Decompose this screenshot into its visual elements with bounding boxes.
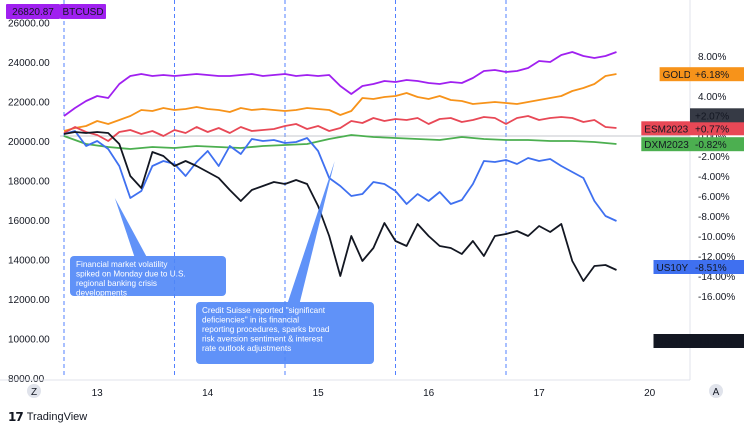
- corner-z-button[interactable]: Z: [27, 384, 41, 398]
- price-value: 26820.87: [12, 7, 54, 18]
- annotation-text-line: Credit Suisse reported "significant: [202, 306, 326, 315]
- corner-a-circle: [709, 384, 723, 398]
- right-axis-tick-label: 8.00%: [698, 52, 726, 63]
- right-axis-tick-label: -4.00%: [698, 172, 730, 183]
- series-value-text: -13.45%: [695, 337, 732, 348]
- tradingview-logo[interactable]: 17 TradingView: [8, 410, 87, 424]
- series-value-text: +0.77%: [695, 124, 729, 135]
- series-name-tag: [653, 334, 690, 348]
- x-axis-tick-label: 15: [313, 388, 325, 399]
- series-name-text: DXM2023: [644, 140, 689, 151]
- left-price-axis: 26000.00 24000.00 22000.00 20000.00 18000.00…: [8, 19, 50, 386]
- symbol-header[interactable]: 26820.87 BTCUSD: [6, 4, 106, 19]
- annotation-box: [70, 256, 226, 296]
- series-line-esm2023: [63, 115, 617, 142]
- left-axis-tick-label: 20000.00: [8, 137, 50, 148]
- series-line-usoil: [63, 131, 617, 282]
- extra-value-label: +2.07%: [690, 108, 744, 123]
- right-percent-axis: 8.00%6.00%4.00%2.00%0.00%-2.00%-4.00%-6.…: [689, 0, 735, 380]
- series-name-text: USOIL: [657, 337, 687, 348]
- series-value-text: -8.51%: [695, 263, 727, 274]
- series-value-tag: [690, 334, 744, 348]
- series-name-tag: [641, 137, 690, 152]
- series-value-text: +6.18%: [695, 70, 729, 81]
- right-axis-tick-label: -14.00%: [698, 272, 735, 283]
- footer-bar: 17 TradingView: [0, 402, 750, 430]
- session-separators: [63, 0, 507, 378]
- annotation-text-line: reporting procedures, sparks broad: [202, 325, 330, 334]
- right-axis-tick-label: -16.00%: [698, 292, 735, 303]
- left-axis-tick-label: 10000.00: [8, 335, 50, 346]
- series-value-label-dxm2023: DXM2023 -0.82%: [641, 137, 744, 152]
- series-line-us10y: [63, 130, 617, 222]
- series-value-tag: [690, 67, 744, 82]
- series-name-text: GOLD: [663, 70, 691, 81]
- corner-a-button[interactable]: A: [709, 384, 723, 398]
- extra-value-tag: [690, 108, 744, 123]
- left-axis-tick-label: 12000.00: [8, 295, 50, 306]
- series-line-btcusd: [63, 51, 617, 117]
- extra-value-text: +2.07%: [695, 111, 729, 122]
- x-axis-tick-label: 16: [423, 388, 435, 399]
- right-axis-tick-label: -2.00%: [698, 152, 730, 163]
- series-lines: [63, 51, 617, 282]
- series-value-labels: GOLD +6.18% ESM2023 +0.77% DXM2023 -0.82% US10…: [641, 67, 744, 348]
- annotation-text-line: risk aversion sentiment & interest: [202, 335, 323, 344]
- right-axis-tick-label: 4.00%: [698, 92, 726, 103]
- left-axis-tick-label: 16000.00: [8, 216, 50, 227]
- left-axis-tick-label: 18000.00: [8, 177, 50, 188]
- annotation-text-line: deficiencies" in its financial: [202, 316, 299, 325]
- series-name-tag: [641, 121, 690, 136]
- right-axis-tick-label: -8.00%: [698, 212, 730, 223]
- annotation-text-line: developments: [76, 289, 127, 298]
- tradingview-mark-icon: 17: [8, 410, 24, 424]
- series-name-tag: [659, 67, 690, 82]
- left-axis-tick-label: 24000.00: [8, 58, 50, 69]
- annotation-text-line: spiked on Monday due to U.S.: [76, 270, 186, 279]
- series-line-gold: [63, 73, 617, 132]
- right-axis-tick-label: -12.00%: [698, 252, 735, 263]
- x-axis-tick-label: 20: [644, 388, 656, 399]
- corner-z-label: Z: [31, 387, 37, 398]
- right-axis-tick-label: -10.00%: [698, 232, 735, 243]
- series-value-text: -0.82%: [695, 140, 727, 151]
- x-axis-tick-label: 13: [92, 388, 104, 399]
- corner-z-circle: [27, 384, 41, 398]
- series-value-tag: [690, 260, 744, 274]
- series-name-text: US10Y: [657, 263, 689, 274]
- symbol-badge: [60, 4, 106, 19]
- left-axis-tick-label: 14000.00: [8, 256, 50, 267]
- series-name-text: ESM2023: [644, 124, 688, 135]
- date-axis: 13 14 15 16 17 20: [0, 379, 690, 399]
- annotation-pointer: [287, 161, 335, 302]
- annotation-text-line: Financial market volatility: [76, 260, 168, 269]
- series-value-tag: [690, 121, 744, 136]
- corner-a-label: A: [713, 387, 720, 398]
- series-value-tag: [690, 137, 744, 152]
- right-axis-tick-label: -6.00%: [698, 192, 730, 203]
- series-value-label-gold: GOLD +6.18%: [659, 67, 744, 82]
- price-badge: [6, 4, 60, 19]
- tradingview-name: TradingView: [26, 411, 88, 423]
- symbol-name: BTCUSD: [62, 7, 103, 18]
- series-value-label-us10y: US10Y -8.51%: [653, 260, 744, 274]
- left-axis-tick-label: 22000.00: [8, 98, 50, 109]
- x-axis-tick-label: 14: [202, 388, 214, 399]
- series-value-label-esm2023: ESM2023 +0.77%: [641, 121, 744, 136]
- annotation-callout[interactable]: Credit Suisse reported "significantdefic…: [196, 161, 374, 364]
- series-line-dxm2023: [63, 134, 617, 150]
- series-name-tag: [653, 260, 690, 274]
- x-axis-tick-label: 17: [534, 388, 546, 399]
- annotation-text-line: regional banking crisis: [76, 279, 157, 288]
- annotation-text-line: rate outlook adjustments: [202, 344, 291, 353]
- series-value-label-usoil: USOIL -13.45%: [653, 334, 744, 348]
- annotation-box: [196, 302, 374, 364]
- annotation-pointer: [114, 198, 147, 256]
- left-axis-tick-label: 26000.00: [8, 19, 50, 30]
